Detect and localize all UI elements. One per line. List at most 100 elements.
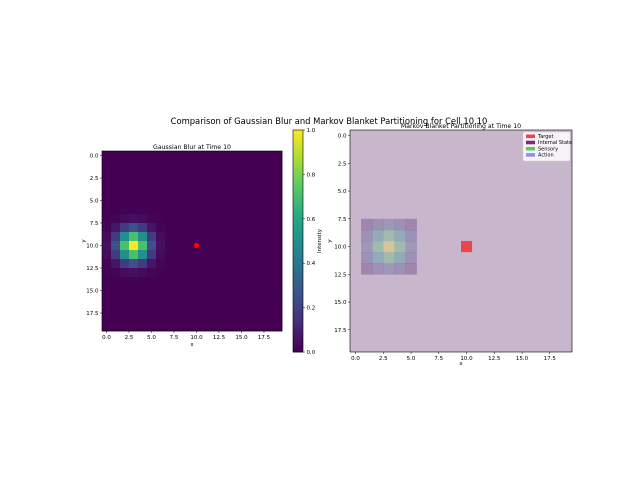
heatmap-cell [246,223,256,233]
heatmap-cell [201,169,211,179]
colorbar-segment [293,268,303,271]
heatmap-cell [201,259,211,269]
heatmap-cell [156,169,166,179]
heatmap-cell [246,178,256,188]
heatmap-cell [255,214,265,224]
heatmap-cell [183,250,193,260]
heatmap-cell [165,205,175,215]
colorbar-segment [293,210,303,213]
gaussian-blur-chart: Gaussian Blur at Time 10 0.0 0.0 2.5 2.5 5.0… [81,144,283,348]
heatmap-cell [237,295,247,305]
heatmap-cell [120,214,130,224]
heatmap-cell [219,169,229,179]
colorbar-tick-label: 0.8 [307,172,316,178]
colorbar-gradient [293,130,303,353]
colorbar-segment [293,344,303,347]
colorbar-segment [293,192,303,195]
markov-blanket-chart: Markov Blanket Partitioning at Time 10 0… [327,123,573,367]
heatmap-cell [138,268,148,278]
heatmap-cell [111,277,121,287]
heatmap-cell [255,277,265,287]
colorbar-segment [293,198,303,201]
colorbar-segment [293,130,303,133]
heatmap-cell [138,196,148,206]
heatmap-cell [192,214,202,224]
heatmap-cell [111,322,121,332]
colorbar-tick-label: 0.4 [307,261,316,267]
heatmap-cell [210,196,220,206]
heatmap-cell [192,259,202,269]
heatmap-cell [255,304,265,314]
heatmap-cell [273,169,283,179]
heatmap-cell [201,286,211,296]
gaussian-y-tick-label: 10.0 [86,244,99,250]
heatmap-cell [210,313,220,323]
heatmap-cell [129,196,139,206]
heatmap-cell [129,232,139,242]
colorbar-segment [293,284,303,287]
heatmap-cell [174,160,184,170]
heatmap-cell [111,196,121,206]
heatmap-cell [192,187,202,197]
heatmap-cell [246,151,256,161]
heatmap-cell [183,196,193,206]
heatmap-cell [228,205,238,215]
heatmap-cell [156,295,166,305]
heatmap-cell [219,187,229,197]
heatmap-cell [237,286,247,296]
heatmap-cell [156,178,166,188]
heatmap-cell [273,277,283,287]
colorbar-segment [293,220,303,223]
heatmap-cell [192,295,202,305]
heatmap-cell [165,169,175,179]
colorbar-segment [293,282,303,285]
heatmap-cell [129,223,139,233]
colorbar-segment [293,212,303,215]
heatmap-cell [237,205,247,215]
heatmap-cell [174,250,184,260]
colorbar-segment [293,146,303,149]
heatmap-cell [174,187,184,197]
overlay-cell [383,241,395,253]
heatmap-cell [129,304,139,314]
heatmap-cell [111,250,121,260]
heatmap-cell [174,259,184,269]
heatmap-cell [129,205,139,215]
colorbar-segment [293,276,303,279]
colorbar-segment [293,154,303,157]
heatmap-cell [273,259,283,269]
colorbar-segment [293,286,303,289]
heatmap-cell [138,295,148,305]
heatmap-cell [264,322,274,332]
heatmap-cell [102,295,112,305]
legend-label: Target [537,134,554,140]
heatmap-cell [255,169,265,179]
colorbar-segment [293,170,303,173]
heatmap-cell [102,232,112,242]
heatmap-cell [192,196,202,206]
colorbar-segment [293,136,303,139]
heatmap-cell [201,304,211,314]
legend-label: Internal State [538,140,572,146]
heatmap-cell [228,232,238,242]
markov-axis-ticks: 0.0 0.0 2.5 2.5 5.0 5.0 7.5 7.5 10.0 10.0 12.5 12.5… [334,134,556,362]
legend-swatch [526,140,535,145]
heatmap-cell [255,232,265,242]
heatmap-cell [201,322,211,332]
heatmap-cell [120,250,130,260]
heatmap-cell [165,214,175,224]
heatmap-cell [237,151,247,161]
colorbar-tick-label: 0.6 [307,217,316,223]
heatmap-cell [174,169,184,179]
colorbar-ticks: 0.0 0.2 0.4 0.6 0.8 1.0 [303,128,316,356]
colorbar-tick-label: 1.0 [307,128,316,134]
colorbar-segment [293,206,303,209]
heatmap-cell [246,196,256,206]
heatmap-cell [174,178,184,188]
heatmap-cell [192,268,202,278]
colorbar-tick-label: 0.2 [307,306,316,312]
colorbar-segment [293,158,303,161]
heatmap-cell [255,223,265,233]
heatmap-cell [183,223,193,233]
heatmap-cell [219,250,229,260]
